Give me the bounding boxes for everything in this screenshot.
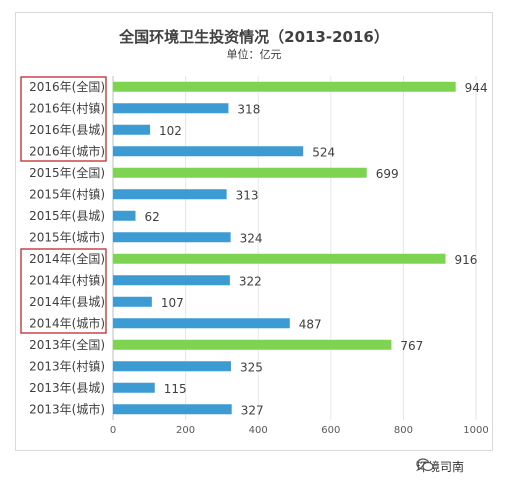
bar xyxy=(113,189,227,200)
bar xyxy=(113,361,231,372)
x-tick-label: 600 xyxy=(321,425,340,436)
category-label: 2013年(城市) xyxy=(29,401,105,416)
category-label: 2014年(全国) xyxy=(29,251,105,266)
bar xyxy=(113,404,232,415)
bar xyxy=(113,296,152,307)
chart-subtitle: 单位：亿元 xyxy=(226,48,282,61)
bar xyxy=(113,275,230,286)
data-label: 322 xyxy=(239,274,262,288)
category-label: 2013年(县城) xyxy=(29,381,105,395)
bar xyxy=(113,124,151,135)
bar xyxy=(113,210,136,221)
data-label: 324 xyxy=(240,231,263,245)
x-tick-label: 800 xyxy=(394,425,413,436)
bar xyxy=(113,232,231,243)
bar xyxy=(113,339,392,350)
highlight-box xyxy=(20,248,107,334)
data-label: 325 xyxy=(240,360,263,374)
bar xyxy=(113,81,456,92)
category-label: 2013年(全国) xyxy=(29,337,105,352)
data-label: 916 xyxy=(455,253,478,267)
wechat-icon xyxy=(416,458,434,472)
category-label: 2015年(城市) xyxy=(29,229,105,244)
chart-title: 全国环境卫生投资情况（2013-2016） xyxy=(119,28,389,46)
data-label: 313 xyxy=(236,188,259,202)
data-label: 107 xyxy=(161,296,184,310)
bar xyxy=(113,167,367,178)
bar xyxy=(113,318,290,329)
category-label: 2016年(村镇) xyxy=(29,101,105,115)
category-label: 2014年(城市) xyxy=(29,315,105,330)
highlight-box xyxy=(20,76,107,162)
data-label: 102 xyxy=(159,124,182,138)
category-label: 2015年(县城) xyxy=(29,209,105,223)
category-label: 2016年(县城) xyxy=(29,123,105,137)
data-label: 115 xyxy=(164,382,187,396)
data-label: 699 xyxy=(376,167,399,181)
x-tick-label: 0 xyxy=(110,425,116,436)
bar xyxy=(113,382,155,393)
x-tick-label: 200 xyxy=(176,425,195,436)
data-label: 318 xyxy=(237,102,260,116)
data-label: 327 xyxy=(241,403,264,417)
watermark: 环境司南 xyxy=(416,458,464,475)
data-label: 944 xyxy=(465,81,488,95)
category-label: 2015年(村镇) xyxy=(29,187,105,201)
category-label: 2015年(全国) xyxy=(29,165,105,180)
x-tick-label: 400 xyxy=(249,425,268,436)
data-label: 487 xyxy=(299,317,322,331)
bar xyxy=(113,146,304,157)
category-label: 2014年(县城) xyxy=(29,295,105,309)
bar xyxy=(113,253,446,264)
category-label: 2016年(城市) xyxy=(29,143,105,158)
category-label: 2016年(全国) xyxy=(29,79,105,94)
category-label: 2013年(村镇) xyxy=(29,359,105,373)
data-label: 524 xyxy=(312,145,335,159)
data-label: 767 xyxy=(400,339,423,353)
x-tick-label: 1000 xyxy=(463,425,488,436)
data-label: 62 xyxy=(145,210,160,224)
bar xyxy=(113,103,229,114)
category-label: 2014年(村镇) xyxy=(29,273,105,287)
